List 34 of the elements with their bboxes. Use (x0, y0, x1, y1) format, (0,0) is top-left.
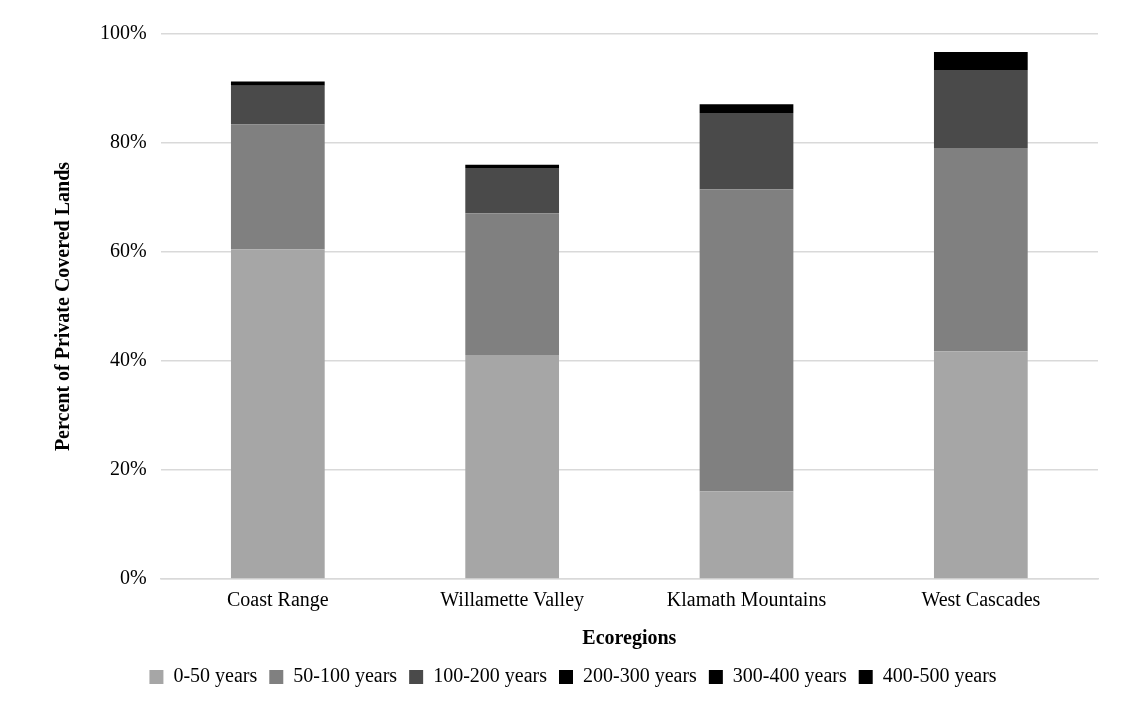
bar (465, 213, 560, 356)
y-tick-label: 0% (119, 566, 147, 589)
bar (933, 147, 1028, 352)
legend-label: 0-50 years (173, 664, 258, 688)
y-tick-label: 20% (109, 457, 147, 480)
x-axis-title: Ecoregions (582, 626, 677, 650)
bar (699, 189, 794, 492)
bar (933, 351, 1028, 579)
bar (230, 124, 325, 250)
bar (465, 355, 560, 579)
legend-label: 50-100 years (293, 664, 398, 688)
x-tick-label: Willamette Valley (440, 588, 585, 612)
y-axis-title: Percent of Private Covered Lands (51, 161, 74, 452)
x-tick-label: Coast Range (227, 588, 329, 612)
bar (699, 113, 794, 190)
bar (933, 51, 1028, 70)
legend-label: 400-500 years (882, 664, 997, 688)
bar (230, 81, 325, 86)
bar (230, 85, 325, 125)
legend-label: 100-200 years (433, 664, 548, 688)
x-tick-label: Klamath Mountains (666, 588, 827, 611)
x-tick-label: West Cascades (921, 588, 1041, 611)
bar (699, 491, 794, 579)
y-tick-label: 80% (109, 130, 147, 153)
y-tick-label: 100% (99, 21, 147, 44)
legend-label: 200-300 years (583, 664, 698, 688)
bar (933, 69, 1028, 148)
legend-label: 300-400 years (732, 664, 847, 688)
y-tick-label: 60% (109, 239, 147, 262)
bar (465, 164, 560, 169)
bar (230, 249, 325, 579)
bar (465, 168, 560, 214)
y-tick-label: 40% (109, 348, 147, 371)
bar (699, 104, 794, 114)
